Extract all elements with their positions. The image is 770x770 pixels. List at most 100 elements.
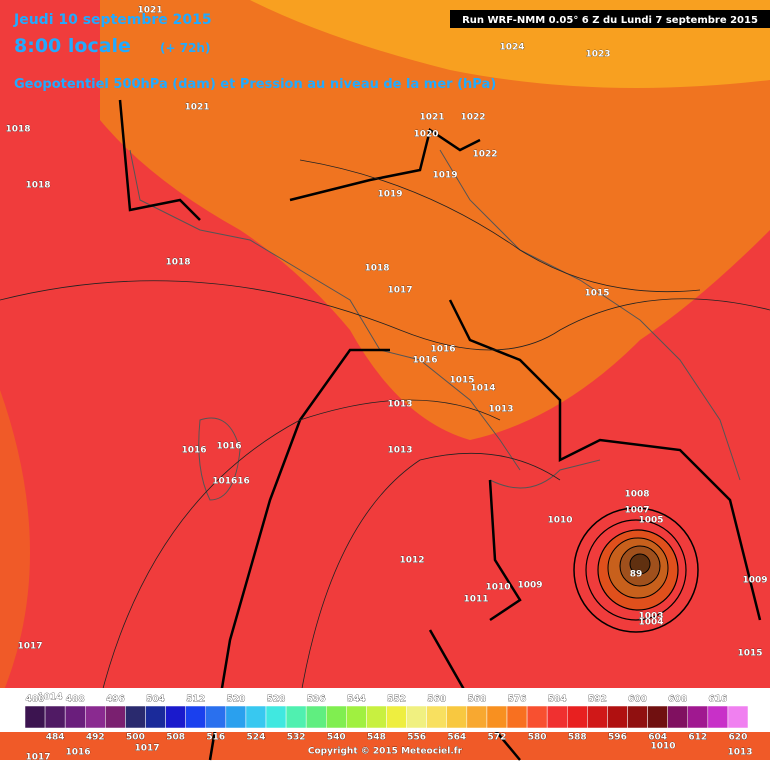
colorbar-label: 584 [548,695,567,705]
isobar-label: 1016 [430,345,455,355]
isobar-label: 1021 [419,113,444,123]
run-info: Run WRF-NMM 0.05° 6 Z du Lundi 7 septemb… [462,15,758,26]
isobar [299,452,561,701]
colorbar-label: 524 [247,733,266,743]
isobar [629,553,651,575]
colorbar-label: 560 [427,695,446,705]
colorbar-swatch [567,705,588,729]
lead-time: (+ 72h) [160,41,210,55]
isobar-label: 1023 [585,50,610,60]
colorbar-label: 580 [528,733,547,743]
isobar-label: 1019 [377,190,402,200]
colorbar-swatch [466,705,488,729]
copyright: Copyright © 2015 Meteociel.fr [308,747,463,757]
isobar-label: 1015 [584,289,609,299]
colorbar-label: 496 [106,695,125,705]
colorbar-swatch [105,705,126,729]
colorbar-swatch [486,705,508,729]
isobar-label: 1017 [25,753,50,763]
colorbar-label: 480 [26,695,45,705]
orange-field [100,0,770,440]
forecast-time: 8:00 locale [14,35,131,57]
border [289,127,481,202]
colorbar-swatch [707,705,729,729]
colorbar-swatch [165,705,186,729]
isobar-label: 1016 [216,442,241,452]
isobar-label: 1022 [460,113,485,123]
colorbar-swatch [426,705,447,729]
colorbar-label: 516 [206,733,225,743]
isobar-label: 1021 [137,6,162,16]
border [208,348,390,761]
isobar-label: 1010 [650,742,675,752]
colorbar-swatch [285,705,307,729]
colorbar-swatch [607,705,628,729]
isobar-label: 1009 [517,581,542,591]
colorbar-swatch [406,705,427,729]
colorbar-label: 552 [387,695,406,705]
isobar-label: 1009 [742,576,767,586]
subtitle: Geopotentiel 500hPa (dam) et Pression au… [14,77,496,92]
isobar-label: 1014 [37,693,62,703]
colorbar-label: 544 [347,695,366,705]
colorbar-swatch [727,705,749,729]
colorbar-label: 592 [588,695,607,705]
isobar-label: 1021 [184,103,209,113]
isobar-label: 1016 [65,748,90,758]
colorbar-swatch [305,705,327,729]
colorbar-swatch [346,705,367,729]
border [448,299,762,621]
isobar-label: 1010 [547,516,572,526]
isobar-label: 1010 [485,583,510,593]
isobar-label: 1007 [624,506,649,516]
colorbar-swatch [85,705,106,729]
forecast-date: Jeudi 10 septembre 2015 [13,12,212,28]
colorbar-swatch [265,705,287,729]
colorbar-label: 556 [407,733,426,743]
isobar [99,399,501,701]
coast [129,149,521,471]
colorbar-label: 484 [46,733,65,743]
colorbar-swatch [506,705,528,729]
isobar-label: 1018 [364,264,389,274]
colorbar-swatch [44,705,66,729]
coast [489,459,601,489]
colorbar-label: 548 [367,733,386,743]
colorbar-label: 604 [648,733,667,743]
isobar-label: 1016 [181,446,206,456]
colorbar-label: 532 [287,733,306,743]
colorbar-swatch [627,705,648,729]
isobar-label: 1013 [387,446,412,456]
isobar-label: 1005 [638,516,663,526]
isobar-label: 1015 [737,649,762,659]
isobar-label: 1022 [472,150,497,160]
colorbar-label: 512 [186,695,205,705]
isobar-label: 1011 [463,595,488,605]
colorbar-swatch [386,705,407,729]
isobar-label: 1018 [25,181,50,191]
isobar-label: 1016 [412,356,437,366]
colorbar-swatch [687,705,709,729]
colorbar-swatch [667,705,689,729]
cyclone [573,507,699,633]
coastlines [129,149,741,501]
isobar [573,507,699,633]
colorbar-swatch [225,705,247,729]
colorbar-label: 616 [708,695,727,705]
colorbar-swatch [64,705,86,729]
isobar-label: 1017 [17,642,42,652]
isobar-label: 1008 [624,490,649,500]
colorbar-label: 504 [146,695,165,705]
isobar-label: 1020 [413,130,438,140]
colorbar-label: 596 [608,733,627,743]
isobar-label: 1003 [638,612,663,622]
isobar-label: 1014 [470,384,495,394]
border [488,479,522,622]
isobar-label: 1015 [449,376,474,386]
colorbar-label: 520 [226,695,245,705]
isobar [0,280,770,351]
colorbar-label: 536 [307,695,326,705]
colorbar-swatch [546,705,568,729]
colorbar-swatch [145,705,166,729]
